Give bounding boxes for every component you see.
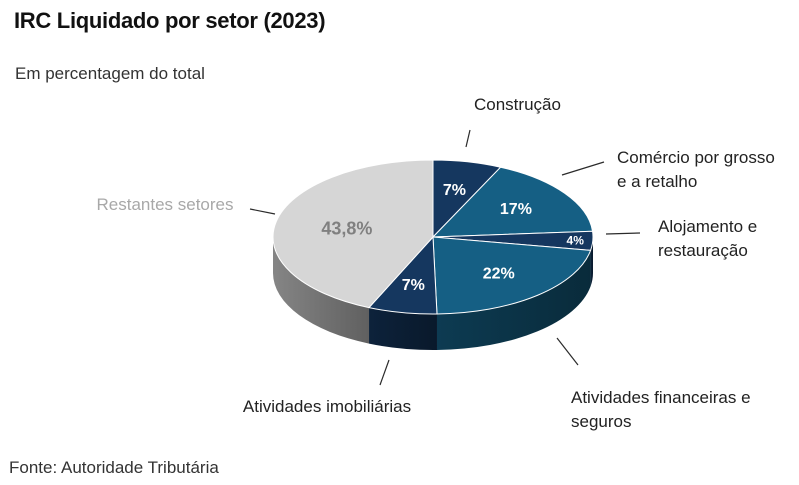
- leader-line-2: [605, 232, 641, 235]
- category-label-0: Construção: [474, 95, 561, 114]
- leader-line-5: [249, 208, 276, 215]
- pie-side-3: [436, 250, 591, 350]
- pie-value-label-2: 4%: [567, 233, 585, 247]
- leader-line-0: [465, 129, 471, 148]
- source-note: Fonte: Autoridade Tributária: [9, 458, 219, 477]
- pie-side-4: [369, 307, 437, 351]
- pie-value-labels: 7% 17% 4% 22% 7% 43,8%: [321, 182, 584, 294]
- category-label-2: Alojamento e restauração: [658, 217, 757, 260]
- pie-slice-3: [432, 236, 592, 315]
- chart-title: IRC Liquidado por setor (2023): [14, 8, 326, 33]
- pie-side-5: [273, 237, 370, 344]
- leader-line-4: [379, 359, 390, 386]
- pie-category-labels: Construção Comércio por grosso e a retalho…: [96, 95, 774, 431]
- pie-value-label-0: 7%: [443, 182, 466, 199]
- pie-value-label-1: 17%: [500, 201, 532, 218]
- leader-line-1: [561, 161, 605, 176]
- pie-value-label-4: 7%: [402, 277, 425, 294]
- pie-slice-5: [272, 159, 434, 309]
- pie-leader-lines: [249, 129, 641, 386]
- leader-line-3: [556, 337, 579, 366]
- chart-subtitle: Em percentagem do total: [15, 64, 205, 83]
- pie-slice-1: [431, 166, 594, 238]
- category-label-3: Atividades financeiras e seguros: [571, 388, 751, 431]
- category-label-4: Atividades imobiliárias: [243, 397, 411, 416]
- category-label-1: Comércio por grosso e a retalho: [617, 148, 775, 191]
- pie-value-label-5: 43,8%: [321, 218, 372, 238]
- pie-value-label-3: 22%: [483, 265, 515, 282]
- category-label-5: Restantes setores: [96, 195, 233, 214]
- pie-slices: [272, 159, 594, 315]
